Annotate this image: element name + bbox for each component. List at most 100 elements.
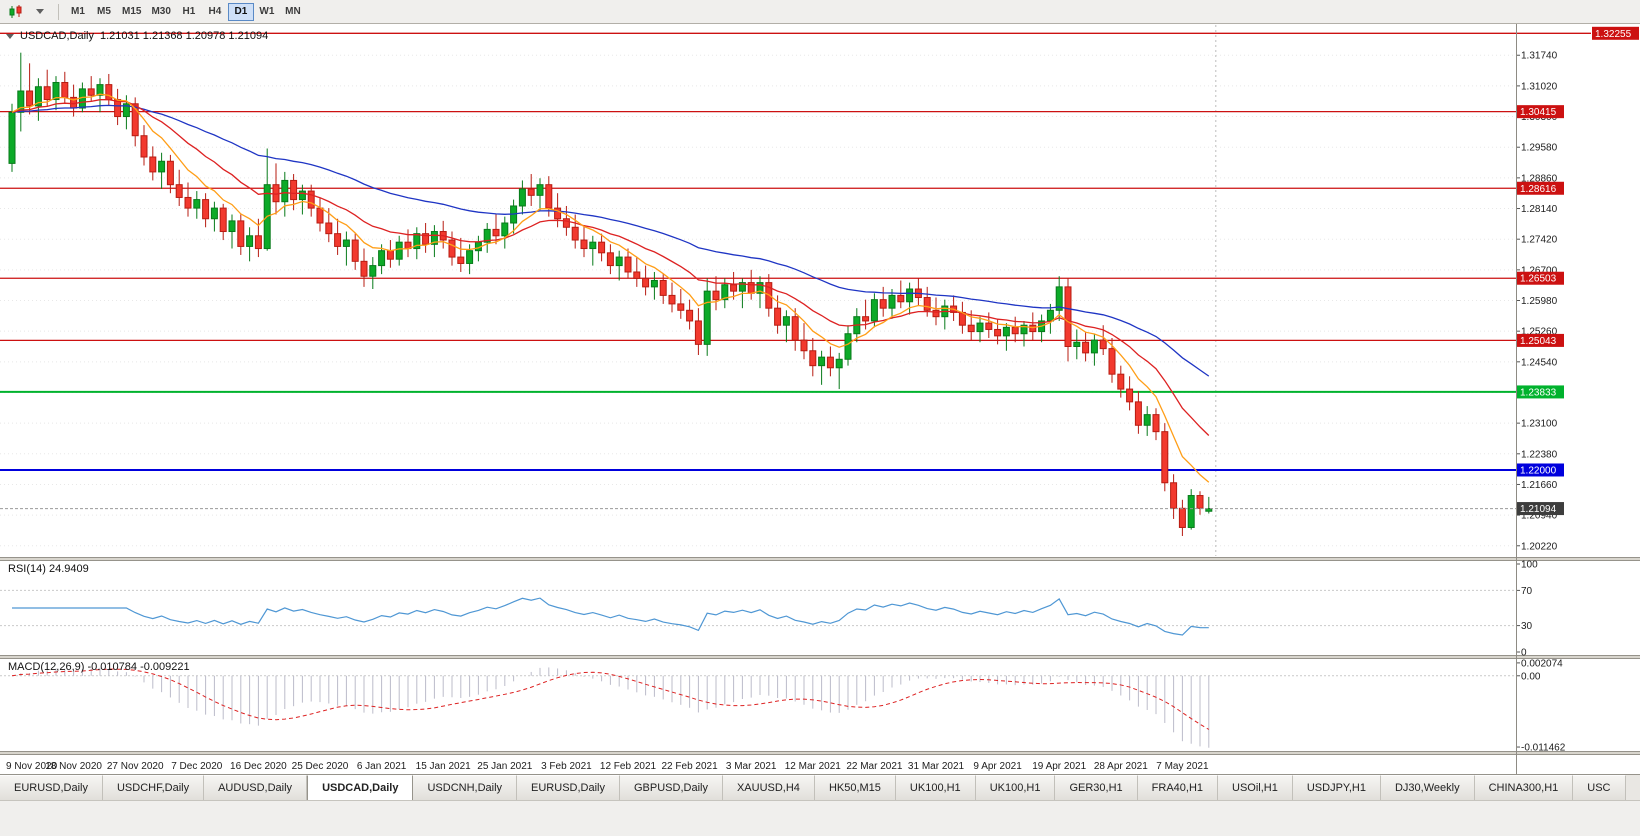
chart-title: USDCAD,Daily 1.21031 1.21368 1.20978 1.2… xyxy=(6,30,268,42)
price-badge[interactable] xyxy=(1517,333,1564,347)
chart-tab-gbpusd-daily[interactable]: GBPUSD,Daily xyxy=(620,775,723,800)
collapse-indicator-icon[interactable] xyxy=(6,33,14,39)
date-label: 12 Feb 2021 xyxy=(600,761,657,772)
ma-medium-line xyxy=(11,98,1210,436)
candle-body xyxy=(985,322,993,330)
candle-body xyxy=(1161,431,1169,484)
timeframe-button-mn[interactable]: MN xyxy=(285,6,301,17)
candle-body xyxy=(17,90,25,113)
timeframe-button-m1[interactable]: M1 xyxy=(71,6,85,17)
price-axis-label: 1.29580 xyxy=(1521,143,1558,154)
timeframe-button-w1[interactable]: W1 xyxy=(259,6,275,17)
pane-separator[interactable] xyxy=(0,751,1640,755)
chart-tab-xauusd-h4[interactable]: XAUUSD,H4 xyxy=(722,775,815,800)
rsi-pane-label: RSI(14) 24.9409 xyxy=(8,563,89,575)
candle-body xyxy=(1064,286,1072,347)
candle-body xyxy=(712,290,720,301)
price-badge[interactable] xyxy=(1517,105,1564,119)
candle-body xyxy=(122,103,130,118)
chart-tab-dj30-weekly[interactable]: DJ30,Weekly xyxy=(1380,775,1475,800)
candle-body xyxy=(606,252,614,267)
ma-slow-line xyxy=(11,104,1210,377)
candle-body xyxy=(994,328,1002,337)
chart-tab-usdjpy-h1[interactable]: USDJPY,H1 xyxy=(1292,775,1381,800)
price-axis-label: 1.24540 xyxy=(1521,357,1558,368)
pane-separator[interactable] xyxy=(0,557,1640,561)
timeframe-button-h4[interactable]: H4 xyxy=(208,6,222,17)
candle-body xyxy=(61,81,69,98)
chart-tab-uk100-h1[interactable]: UK100,H1 xyxy=(975,775,1056,800)
chart-tab-usdcad-daily[interactable]: USDCAD,Daily xyxy=(307,775,414,800)
candle-body xyxy=(844,333,852,360)
price-badge-label: 1.28616 xyxy=(1520,184,1557,195)
candle-body xyxy=(615,256,623,267)
candle-body xyxy=(149,156,157,173)
candle-body xyxy=(202,199,210,220)
timeframe-button-m5[interactable]: M5 xyxy=(97,6,111,17)
price-badge-label: 1.21094 xyxy=(1520,504,1557,515)
date-label: 3 Mar 2021 xyxy=(726,761,777,772)
pane-separator[interactable] xyxy=(0,655,1640,659)
candle-body xyxy=(1196,495,1204,509)
chart-tab-eurusd-daily[interactable]: EURUSD,Daily xyxy=(517,775,620,800)
timeframe-buttons: M1 M5 M15 M30 H1 H4 D1 W1 MN xyxy=(65,2,306,21)
price-badge[interactable] xyxy=(1517,463,1564,477)
price-badge-label: 1.26503 xyxy=(1520,274,1557,285)
chart-tab-uk100-h1[interactable]: UK100,H1 xyxy=(895,775,976,800)
candle-body xyxy=(360,260,368,277)
price-badge[interactable] xyxy=(1517,502,1564,516)
candle-body xyxy=(422,233,430,245)
chart-tab-usoil-h1[interactable]: USOil,H1 xyxy=(1218,775,1293,800)
candle-body xyxy=(888,294,896,309)
candle-body xyxy=(52,81,60,101)
date-label: 19 Apr 2021 xyxy=(1032,761,1086,772)
timeframe-button-m30[interactable]: M30 xyxy=(151,6,171,17)
candle-body xyxy=(756,282,764,294)
candle-body xyxy=(175,184,183,198)
candle-body xyxy=(562,218,570,228)
chart-tab-eurusd-daily[interactable]: EURUSD,Daily xyxy=(0,775,103,800)
chart-tab-ger30-h1[interactable]: GER30,H1 xyxy=(1055,775,1138,800)
chart-tab-china300-h1[interactable]: CHINA300,H1 xyxy=(1474,775,1574,800)
status-bar xyxy=(0,800,1640,836)
price-axis-label: 1.22380 xyxy=(1521,449,1558,460)
chart-tab-usdchf-daily[interactable]: USDCHF,Daily xyxy=(102,775,205,800)
date-label: 7 May 2021 xyxy=(1156,761,1209,772)
candle-body xyxy=(26,90,34,107)
candle-body xyxy=(325,222,333,235)
price-badge[interactable] xyxy=(1592,26,1639,40)
timeframe-button-m15[interactable]: M15 xyxy=(122,6,142,17)
candle-body xyxy=(140,135,148,158)
price-badge[interactable] xyxy=(1517,181,1564,195)
toolbar: M1 M5 M15 M30 H1 H4 D1 W1 MN xyxy=(0,0,1640,24)
candle-body xyxy=(254,235,262,250)
chart-tab-hk50-m15[interactable]: HK50,M15 xyxy=(814,775,896,800)
price-axis-label: 1.23100 xyxy=(1521,419,1558,430)
candle-body xyxy=(1170,482,1178,509)
chart-tab-fra40-h1[interactable]: FRA40,H1 xyxy=(1137,775,1219,800)
macd-label: MACD(12,26,9) -0.010784 -0.009221 xyxy=(8,661,190,673)
timeframe-button-h1[interactable]: H1 xyxy=(182,6,196,17)
chart-type-button[interactable] xyxy=(5,2,27,22)
price-axis-label: 1.31740 xyxy=(1521,51,1558,62)
candle-body xyxy=(448,239,456,258)
candle-body xyxy=(738,282,746,292)
candle-body xyxy=(906,288,914,303)
candle-body xyxy=(342,239,350,247)
candle-body xyxy=(246,235,254,247)
chart-type-dropdown-button[interactable] xyxy=(29,2,51,22)
date-label: 31 Mar 2021 xyxy=(908,761,965,772)
candle-body xyxy=(624,256,632,273)
price-badge[interactable] xyxy=(1517,385,1564,399)
chart-tab-usc[interactable]: USC xyxy=(1573,775,1626,800)
candle-body xyxy=(1046,309,1054,322)
chart-tab-usdcnh-daily[interactable]: USDCNH,Daily xyxy=(413,775,518,800)
rsi-axis-label: 70 xyxy=(1521,586,1533,597)
candle-body xyxy=(659,279,667,296)
chart-canvas: 100 70 30 00.002074 0.00 -0.011462 1.31740 1.31… xyxy=(0,24,1640,774)
timeframe-button-d1[interactable]: D1 xyxy=(227,2,254,21)
ma-fast-line xyxy=(11,93,1210,483)
price-badge[interactable] xyxy=(1517,271,1564,285)
candle-body xyxy=(1205,508,1213,512)
chart-tab-audusd-daily[interactable]: AUDUSD,Daily xyxy=(204,775,308,800)
